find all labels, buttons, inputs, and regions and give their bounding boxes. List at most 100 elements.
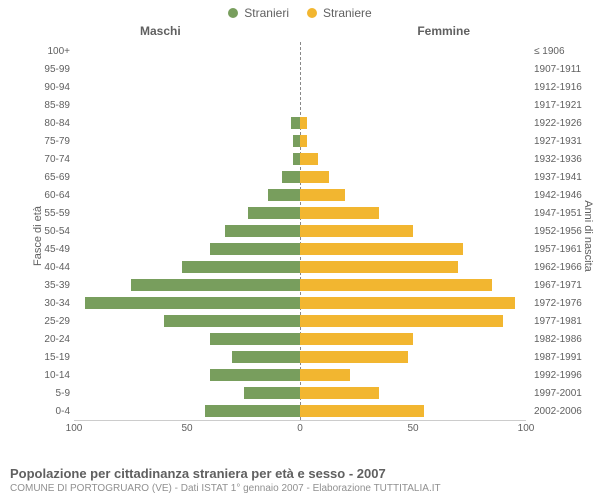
age-label: 20-24 (30, 334, 70, 345)
birth-label: 1952-1956 (534, 226, 592, 237)
bar-male (248, 207, 300, 219)
bar-female (300, 171, 329, 183)
bar-row (74, 350, 526, 364)
bar-female (300, 333, 413, 345)
birth-label: 1972-1976 (534, 298, 592, 309)
birth-label: 1912-1916 (534, 82, 592, 93)
chart-footer: Popolazione per cittadinanza straniera p… (10, 466, 590, 494)
legend-item-straniere: Straniere (307, 6, 372, 20)
birth-label: 1987-1991 (534, 352, 592, 363)
bar-female (300, 243, 463, 255)
bar-male (205, 405, 300, 417)
age-label: 10-14 (30, 370, 70, 381)
birth-label: ≤ 1906 (534, 46, 592, 57)
bar-female (300, 189, 345, 201)
bar-male (131, 279, 301, 291)
age-label: 15-19 (30, 352, 70, 363)
bar-male (210, 333, 300, 345)
birth-label: 1932-1936 (534, 154, 592, 165)
chart-area: Maschi Femmine Fasce di età Anni di nasc… (0, 20, 600, 450)
bar-female (300, 153, 318, 165)
bar-row (74, 404, 526, 418)
legend-swatch-left (228, 8, 238, 18)
bar-male (244, 387, 301, 399)
bar-row (74, 224, 526, 238)
birth-label: 1937-1941 (534, 172, 592, 183)
x-axis-line (74, 420, 526, 421)
bar-male (182, 261, 300, 273)
birth-label: 2002-2006 (534, 406, 592, 417)
bar-female (300, 315, 503, 327)
bar-male (210, 243, 300, 255)
x-tick: 100 (518, 423, 535, 434)
bar-male (282, 171, 300, 183)
bar-female (300, 279, 492, 291)
age-label: 30-34 (30, 298, 70, 309)
bar-row (74, 296, 526, 310)
age-label: 60-64 (30, 190, 70, 201)
age-label: 5-9 (30, 388, 70, 399)
bar-female (300, 405, 424, 417)
bar-female (300, 351, 408, 363)
age-label: 35-39 (30, 280, 70, 291)
birth-label: 1947-1951 (534, 208, 592, 219)
bar-row (74, 368, 526, 382)
age-label: 55-59 (30, 208, 70, 219)
bar-female (300, 369, 350, 381)
bar-row (74, 278, 526, 292)
bar-male (232, 351, 300, 363)
age-label: 70-74 (30, 154, 70, 165)
x-axis: 10050050100 (74, 420, 526, 440)
birth-label: 1927-1931 (534, 136, 592, 147)
bar-female (300, 225, 413, 237)
x-tick: 0 (297, 423, 303, 434)
birth-label: 1942-1946 (534, 190, 592, 201)
bar-row (74, 314, 526, 328)
age-label: 75-79 (30, 136, 70, 147)
bar-row (74, 242, 526, 256)
bar-row (74, 152, 526, 166)
x-tick: 50 (407, 423, 418, 434)
legend-item-stranieri: Stranieri (228, 6, 289, 20)
birth-label: 1982-1986 (534, 334, 592, 345)
column-title-right: Femmine (417, 24, 470, 38)
age-label: 95-99 (30, 64, 70, 75)
bar-female (300, 135, 307, 147)
bar-male (225, 225, 300, 237)
age-label: 0-4 (30, 406, 70, 417)
bar-female (300, 261, 458, 273)
age-label: 85-89 (30, 100, 70, 111)
birth-label: 1922-1926 (534, 118, 592, 129)
birth-label: 1997-2001 (534, 388, 592, 399)
age-label: 100+ (30, 46, 70, 57)
age-label: 40-44 (30, 262, 70, 273)
birth-label: 1957-1961 (534, 244, 592, 255)
bar-row (74, 332, 526, 346)
legend-label-left: Stranieri (244, 6, 289, 20)
bar-rows (74, 42, 526, 420)
column-title-left: Maschi (140, 24, 181, 38)
birth-label: 1917-1921 (534, 100, 592, 111)
bar-row (74, 134, 526, 148)
legend: Stranieri Straniere (0, 0, 600, 20)
bar-male (164, 315, 300, 327)
x-tick: 50 (181, 423, 192, 434)
birth-label: 1992-1996 (534, 370, 592, 381)
bar-row (74, 170, 526, 184)
bar-female (300, 117, 307, 129)
bar-row (74, 260, 526, 274)
bar-male (291, 117, 300, 129)
birth-label: 1962-1966 (534, 262, 592, 273)
age-label: 25-29 (30, 316, 70, 327)
bar-male (85, 297, 300, 309)
bar-male (268, 189, 300, 201)
bar-female (300, 387, 379, 399)
birth-label: 1967-1971 (534, 280, 592, 291)
bar-row (74, 62, 526, 76)
bar-row (74, 188, 526, 202)
y-axis-left-labels: 100+95-9990-9485-8980-8475-7970-7465-696… (30, 42, 70, 420)
bar-female (300, 297, 515, 309)
x-tick: 100 (66, 423, 83, 434)
age-label: 45-49 (30, 244, 70, 255)
age-label: 80-84 (30, 118, 70, 129)
